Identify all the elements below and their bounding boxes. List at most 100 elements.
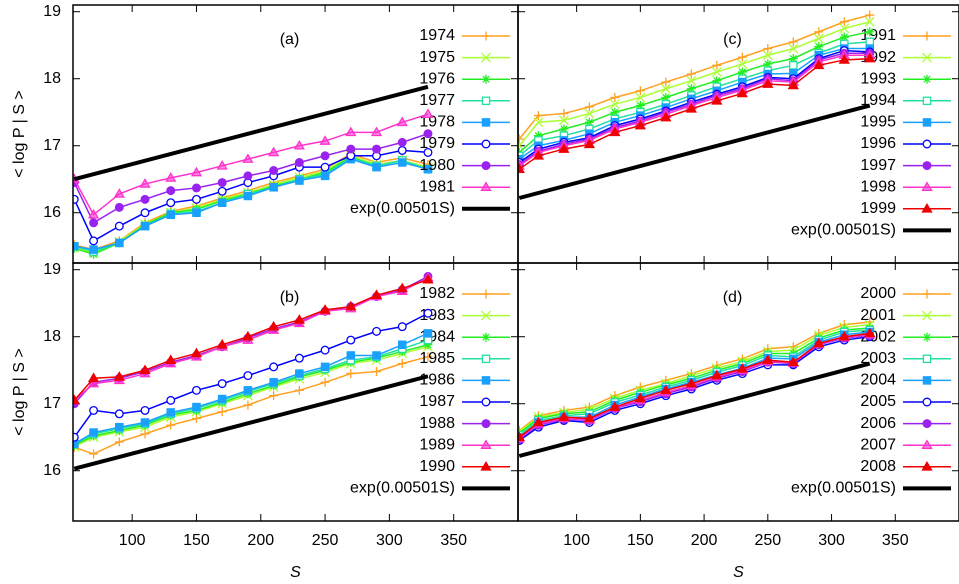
marker [583, 138, 596, 149]
marker [269, 362, 279, 372]
marker [788, 37, 798, 47]
marker [712, 60, 722, 70]
legend-label: 2006 [860, 415, 896, 432]
marker [267, 146, 280, 157]
marker [115, 238, 124, 248]
marker [763, 59, 773, 69]
marker [243, 400, 253, 410]
legend-label: 2007 [860, 436, 896, 453]
legend-label: exp(0.00501S) [791, 480, 896, 497]
marker [267, 320, 280, 331]
marker [559, 109, 569, 119]
marker [423, 340, 433, 350]
marker [166, 198, 176, 208]
marker [533, 111, 543, 121]
marker [865, 10, 875, 20]
marker [114, 221, 124, 231]
marker [921, 181, 933, 191]
marker [921, 203, 933, 213]
marker [610, 92, 620, 102]
marker [922, 139, 932, 149]
marker [838, 54, 850, 64]
marker [533, 117, 544, 128]
marker [422, 108, 434, 119]
marker [481, 354, 491, 364]
marker [481, 376, 491, 385]
x-tick-label: 150 [627, 532, 654, 549]
marker [372, 326, 382, 336]
marker [660, 111, 672, 122]
marker [372, 351, 381, 360]
marker [788, 54, 798, 64]
marker [192, 208, 201, 217]
marker [269, 391, 279, 401]
marker [584, 102, 594, 112]
legend-label: 1990 [419, 458, 455, 475]
marker [660, 83, 671, 94]
marker [711, 95, 723, 105]
marker [635, 101, 645, 111]
marker [89, 236, 99, 246]
legend-label: 1975 [419, 49, 455, 66]
marker [481, 419, 491, 429]
marker [922, 161, 932, 171]
marker [139, 364, 151, 375]
y-tick-label: 19 [43, 3, 61, 20]
marker [839, 17, 849, 27]
legend-label: 1980 [419, 157, 455, 174]
marker [320, 345, 330, 355]
marker [813, 59, 825, 70]
legend-label: 2005 [860, 393, 896, 410]
marker [533, 131, 543, 141]
marker [609, 99, 620, 110]
panel-label: (d) [723, 289, 743, 306]
marker [422, 273, 434, 284]
marker [191, 194, 201, 204]
marker [397, 340, 407, 350]
x-tick-label: 200 [247, 532, 274, 549]
x-tick-label: 100 [119, 532, 146, 549]
marker [242, 330, 254, 341]
marker [115, 422, 124, 432]
legend-label: 1977 [419, 92, 455, 109]
marker [922, 354, 932, 364]
marker [166, 420, 176, 430]
marker [481, 118, 491, 127]
marker [558, 411, 570, 421]
marker [139, 178, 151, 188]
marker [216, 160, 228, 170]
legend-label: 1997 [860, 157, 896, 174]
marker [191, 413, 201, 423]
marker [140, 405, 150, 415]
marker [609, 126, 621, 137]
marker [480, 439, 492, 449]
reference-line [518, 361, 871, 458]
legend-label: 1999 [860, 200, 896, 217]
marker [320, 377, 330, 387]
marker [295, 176, 304, 185]
marker [711, 369, 723, 380]
legend-label: 1993 [860, 70, 896, 87]
marker [372, 162, 381, 172]
legend-label: exp(0.00501S) [350, 200, 455, 217]
marker [191, 183, 201, 193]
marker [813, 337, 825, 348]
marker [397, 145, 407, 155]
marker [610, 107, 620, 117]
marker [166, 210, 175, 220]
marker [921, 439, 933, 449]
marker [922, 310, 932, 321]
marker [89, 428, 98, 437]
legend-label: 1996 [860, 135, 896, 152]
marker [320, 162, 330, 172]
marker [396, 282, 408, 293]
marker [480, 461, 492, 471]
marker [243, 386, 253, 395]
marker [532, 149, 545, 160]
y-tick-label: 18 [43, 328, 61, 345]
marker [346, 144, 356, 154]
x-tick-label: 250 [754, 532, 781, 549]
marker [922, 289, 932, 299]
marker [736, 87, 748, 98]
x-axis-label: S [290, 564, 301, 581]
